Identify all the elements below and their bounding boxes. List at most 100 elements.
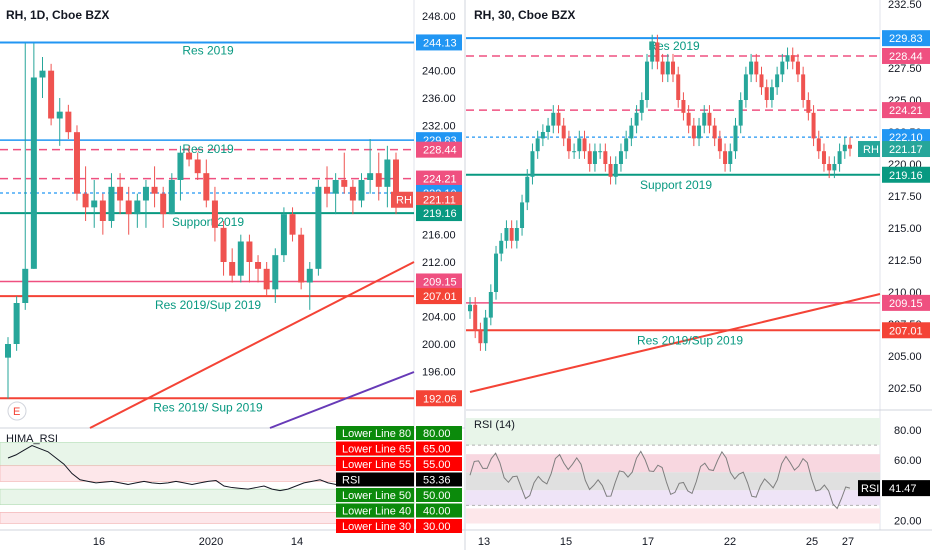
rsi-tick: 80.00 xyxy=(894,425,922,437)
band-upper xyxy=(466,418,880,446)
candle-body xyxy=(712,125,717,139)
price-tag xyxy=(416,170,462,187)
candle-body xyxy=(613,164,618,177)
symbol-tag xyxy=(391,191,413,208)
indicator-legend-label-bg xyxy=(336,441,414,456)
indicator-legend-label-bg xyxy=(336,488,414,502)
candle-body xyxy=(546,125,551,132)
candle-body xyxy=(743,74,748,100)
candle-body xyxy=(816,138,821,152)
candle-body xyxy=(246,241,253,262)
candle-body xyxy=(358,180,365,201)
indicator-legend-value-bg xyxy=(416,426,462,440)
indicator-legend-value: 50.00 xyxy=(423,490,451,502)
candle-body xyxy=(117,186,124,201)
left-price-tick: 240.00 xyxy=(422,66,456,78)
level-label: Res 2019 xyxy=(648,39,700,53)
candle-body xyxy=(73,132,80,194)
right-price-tick: 205.00 xyxy=(888,351,922,363)
candle-body xyxy=(48,70,55,119)
left-price-tick: 248.00 xyxy=(422,11,456,23)
indicator-legend-value: 80.00 xyxy=(423,428,451,440)
candle-body xyxy=(655,42,660,62)
indicator-legend-value: 53.36 xyxy=(423,475,451,487)
indicator-legend-value-bg xyxy=(416,472,462,487)
candle-body xyxy=(832,164,837,171)
candle-body xyxy=(483,317,488,344)
indicator-legend-value: 30.00 xyxy=(423,521,451,533)
candle-body xyxy=(785,55,790,62)
right-date-label: 13 xyxy=(478,536,490,548)
candle-body xyxy=(624,138,629,152)
price-tag xyxy=(416,191,462,208)
rsi-value-label: RSI xyxy=(861,483,879,495)
right-date-label: 15 xyxy=(560,536,572,548)
candle-body xyxy=(211,200,218,228)
price-tag-text: 209.15 xyxy=(423,276,457,288)
candle-body xyxy=(520,202,525,228)
price-tag-text: 224.21 xyxy=(423,174,457,186)
candle-body xyxy=(367,173,374,180)
price-tag xyxy=(416,288,462,305)
right-price-tick: 215.00 xyxy=(888,223,922,235)
candle-body xyxy=(707,112,712,126)
indicator-legend-label: Lower Line 50 xyxy=(342,490,411,502)
price-tag-text: 207.01 xyxy=(423,291,457,303)
indicator-legend-value-bg xyxy=(416,503,462,518)
price-tag xyxy=(416,34,462,51)
candle-body xyxy=(759,74,764,88)
left-price-tick: 236.00 xyxy=(422,93,456,105)
indicator-legend-label: Lower Line 55 xyxy=(342,459,411,471)
candle-body xyxy=(525,176,530,203)
candle-body xyxy=(39,70,46,78)
candle-body xyxy=(220,227,227,262)
candle-body xyxy=(108,186,115,221)
candle-body xyxy=(22,268,29,303)
candle-body xyxy=(790,55,795,62)
indicator-legend-value: 40.00 xyxy=(423,506,451,518)
candle-body xyxy=(811,112,816,139)
price-tag-text: 209.15 xyxy=(889,298,923,310)
indicator-legend-value-bg xyxy=(416,457,462,471)
candle-body xyxy=(13,303,20,344)
right-price-tick: 232.50 xyxy=(888,0,922,11)
rsi-tick: 20.00 xyxy=(894,515,922,527)
indicator-legend-label-bg xyxy=(336,426,414,440)
candle-body xyxy=(717,138,722,152)
candle-body xyxy=(629,125,634,139)
left-price-tick: 232.00 xyxy=(422,120,456,132)
left-date-label: 14 xyxy=(291,536,303,548)
price-tag xyxy=(882,30,930,47)
price-tag xyxy=(882,102,930,119)
band-mid-upper xyxy=(466,454,880,473)
candle-body xyxy=(738,100,743,126)
candle-body xyxy=(582,138,587,152)
candle-body xyxy=(99,200,106,221)
candle-body xyxy=(697,125,702,139)
candle-body xyxy=(478,330,483,344)
candle-body xyxy=(332,180,339,194)
price-tag xyxy=(882,322,930,339)
candle-body xyxy=(639,100,644,113)
candle-body xyxy=(603,151,608,164)
left-date-label: 16 xyxy=(93,536,105,548)
left-price-tick: 196.00 xyxy=(422,366,456,378)
left-price-tick: 200.00 xyxy=(422,339,456,351)
candle-body xyxy=(681,100,686,113)
price-tag-text: 221.11 xyxy=(423,195,456,207)
candle-body xyxy=(499,240,504,254)
price-tag xyxy=(416,390,462,407)
candle-body xyxy=(494,253,499,292)
candle-body xyxy=(572,151,577,153)
candle-body xyxy=(775,74,780,88)
level-label: Support 2019 xyxy=(172,215,244,229)
rsi-line xyxy=(7,445,369,492)
candle-body xyxy=(298,234,305,283)
indicator-legend-label: Lower Line 65 xyxy=(342,444,411,456)
candle-body xyxy=(280,214,287,256)
indicator-title: HIMA_RSI xyxy=(6,433,58,445)
candle-body xyxy=(827,164,832,171)
candle-body xyxy=(177,152,184,180)
candle-body xyxy=(837,151,842,164)
indicator-legend-value: 65.00 xyxy=(423,444,451,456)
